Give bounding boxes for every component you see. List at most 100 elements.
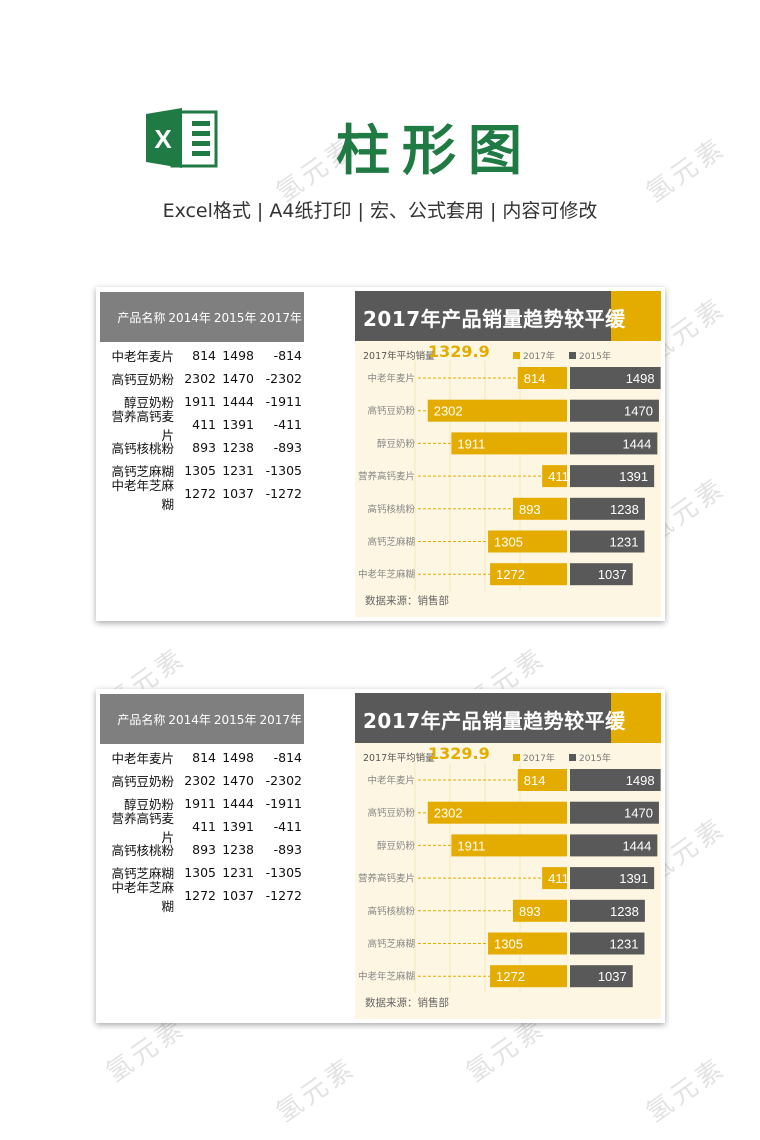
cell: 1238 <box>222 842 254 857</box>
cell: 营养高钙麦片 <box>111 810 174 845</box>
bar-2015 <box>570 497 645 520</box>
bar-2015 <box>570 899 645 922</box>
category-label: 醇豆奶粉 <box>377 438 416 450</box>
excel-logo-icon: X <box>146 108 218 168</box>
cell: 1911 <box>184 394 216 409</box>
bar-2015 <box>570 801 659 824</box>
bar-label-2015: 1444 <box>622 436 651 451</box>
category-label: 中老年芝麻糊 <box>358 569 415 581</box>
header-cell: 2015年 <box>213 310 257 325</box>
bar-2017 <box>512 497 567 520</box>
bar-label-2015: 1470 <box>624 404 653 419</box>
table-row: 醇豆奶粉 1911 1444 -1911 <box>100 390 304 413</box>
bar-label-2017: 411 <box>548 871 569 886</box>
bar-2017 <box>490 563 567 586</box>
cell: 1444 <box>222 394 254 409</box>
bar-label-2015: 1498 <box>626 773 655 788</box>
header-cell: 2015年 <box>213 712 257 727</box>
preview-panel-bottom: 产品名称 2014年 2015年 2017年 中老年麦片 814 1498 -814 … <box>96 689 665 1023</box>
table-row: 高钙核桃粉 893 1238 -893 <box>100 436 304 459</box>
bar-2017 <box>488 932 567 955</box>
header-cell: 2014年 <box>168 310 211 325</box>
bar-2015 <box>570 530 645 553</box>
legend-2017: 2017年 <box>513 751 555 764</box>
category-label: 高钙核桃粉 <box>367 905 415 917</box>
chart-plot: 中老年麦片 814 1498 高钙豆奶粉 2302 1470 醇豆奶粉 1911 1444 营养高… <box>358 763 661 993</box>
average-label: 2017年平均销量 <box>363 351 435 362</box>
bar-label-2015: 1444 <box>622 838 651 853</box>
bar-2017 <box>490 965 567 988</box>
header-cell: 产品名称 <box>117 712 166 727</box>
logo-letter: X <box>154 124 172 154</box>
bar-2017 <box>517 367 567 389</box>
category-label: 中老年麦片 <box>367 775 415 787</box>
table-row: 中老年麦片 814 1498 -814 <box>100 344 304 367</box>
cell: 814 <box>192 348 216 363</box>
table-header: 产品名称 2014年 2015年 2017年 <box>100 694 304 744</box>
cell: 高钙豆奶粉 <box>111 774 174 789</box>
bar-label-2015: 1238 <box>610 502 639 517</box>
bar-2015 <box>570 769 661 791</box>
bar-label-2015: 1498 <box>626 371 655 386</box>
legend-label: 2015年 <box>579 754 611 764</box>
bar-2015 <box>570 432 658 455</box>
average-value: 1329.9 <box>428 744 490 763</box>
cell: 1444 <box>222 796 254 811</box>
bar-2017 <box>451 432 567 455</box>
data-source: 数据来源：销售部 <box>365 997 449 1009</box>
category-label: 中老年芝麻糊 <box>358 971 415 983</box>
bar-2017 <box>488 530 567 553</box>
bar-label-2015: 1470 <box>624 806 653 821</box>
legend-label: 2017年 <box>523 352 555 362</box>
bar-label-2017: 1305 <box>494 937 523 952</box>
table-row: 高钙豆奶粉 2302 1470 -2302 <box>100 367 304 390</box>
bar-label-2017: 411 <box>548 469 569 484</box>
cell: 高钙核桃粉 <box>111 441 174 456</box>
table-header: 产品名称 2014年 2015年 2017年 <box>100 292 304 342</box>
table-row: 中老年麦片 814 1498 -814 <box>100 746 304 769</box>
data-source: 数据来源：销售部 <box>365 595 449 607</box>
bar-label-2017: 814 <box>524 773 546 788</box>
cell: -411 <box>273 417 302 432</box>
bar-2017 <box>517 769 567 791</box>
bar-label-2017: 1272 <box>496 969 525 984</box>
header-cell: 2017年 <box>259 712 302 727</box>
cell: -1305 <box>265 865 302 880</box>
cell: -1272 <box>265 888 302 903</box>
legend-label: 2015年 <box>579 352 611 362</box>
bar-chart: 中老年麦片 814 1498 高钙豆奶粉 2302 1470 醇豆奶粉 1911 1444 营养高… <box>355 291 661 617</box>
cell: 1037 <box>222 888 254 903</box>
cell: 醇豆奶粉 <box>123 395 174 410</box>
average-value: 1329.9 <box>428 342 490 361</box>
bar-label-2015: 1037 <box>598 567 627 582</box>
cell: 814 <box>192 750 216 765</box>
cell: 1391 <box>222 417 254 432</box>
bar-label-2015: 1238 <box>610 904 639 919</box>
bar-label-2015: 1391 <box>619 871 648 886</box>
header-cell: 2017年 <box>259 310 302 325</box>
cell: -1911 <box>265 394 302 409</box>
bar-label-2017: 893 <box>519 502 541 517</box>
bar-label-2017: 1911 <box>457 436 485 451</box>
bar-2015 <box>570 965 633 988</box>
cell: 1238 <box>222 440 254 455</box>
bar-2015 <box>570 932 645 955</box>
category-label: 高钙豆奶粉 <box>367 405 415 417</box>
cell: 411 <box>192 819 216 834</box>
cell: 1305 <box>184 463 216 478</box>
cell: 893 <box>192 440 216 455</box>
watermark: 氢元素 <box>640 1052 732 1129</box>
cell: -893 <box>273 440 302 455</box>
cell: -2302 <box>265 371 302 386</box>
cell: 中老年芝麻糊 <box>111 879 174 914</box>
bar-2017 <box>542 465 567 488</box>
bar-label-2015: 1231 <box>610 937 639 952</box>
cell: 中老年麦片 <box>111 349 174 364</box>
table-body: 中老年麦片 814 1498 -814 高钙豆奶粉 2302 1470 -2302 醇豆奶粉… <box>100 746 304 914</box>
table-row: 高钙芝麻糊 1305 1231 -1305 <box>100 861 304 884</box>
bar-label-2017: 1911 <box>457 838 485 853</box>
average-label: 2017年平均销量 <box>363 753 435 764</box>
cell: -411 <box>273 819 302 834</box>
category-label: 高钙核桃粉 <box>367 503 415 515</box>
cell: -1911 <box>265 796 302 811</box>
